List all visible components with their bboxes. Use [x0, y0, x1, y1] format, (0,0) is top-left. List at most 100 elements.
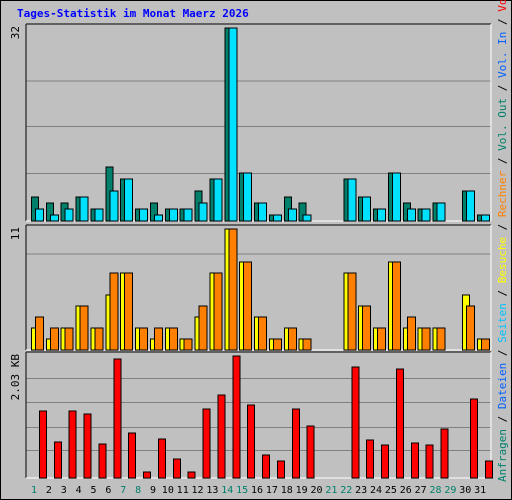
- x-tick-label-16: 16: [251, 485, 263, 496]
- bar-dateien-25: [391, 172, 401, 222]
- bar-dateien-6: [109, 190, 119, 222]
- x-tick-label-18: 18: [281, 485, 293, 496]
- x-tick-label-28: 28: [429, 485, 441, 496]
- bar-dateien-9: [153, 214, 163, 222]
- x-tick-label-5: 5: [90, 485, 96, 496]
- x-tick-label-20: 20: [311, 485, 323, 496]
- bar-rechner-2: [49, 327, 59, 351]
- bar-rechner-9: [153, 327, 163, 351]
- x-tick-label-10: 10: [162, 485, 174, 496]
- x-tick-label-9: 9: [150, 485, 156, 496]
- bar-dateien-24: [377, 208, 387, 222]
- bar-volume-17: [276, 460, 285, 479]
- chart-title: Tages-Statistik im Monat Maerz 2026: [17, 7, 249, 20]
- bar-rechner-8: [139, 327, 149, 351]
- bar-dateien-12: [198, 202, 208, 222]
- bar-dateien-27: [421, 208, 431, 222]
- bar-dateien-23: [362, 196, 372, 222]
- x-tick-label-22: 22: [340, 485, 352, 496]
- legend-seg-11: /: [496, 85, 509, 98]
- x-tick-label-14: 14: [221, 485, 233, 496]
- bar-volume-1: [39, 410, 47, 479]
- bar-rechner-30: [466, 305, 476, 351]
- bar-dateien-26: [406, 208, 416, 222]
- bar-rechner-1: [35, 316, 44, 351]
- legend-seg-14: Volumen: [496, 0, 509, 18]
- bar-dateien-4: [79, 196, 89, 222]
- x-tick-label-2: 2: [46, 485, 52, 496]
- bar-dateien-5: [94, 208, 104, 222]
- x-tick-label-17: 17: [266, 485, 278, 496]
- bar-dateien-16: [258, 202, 268, 222]
- bar-rechner-23: [362, 305, 372, 351]
- bar-volume-13: [217, 394, 226, 479]
- y-max-label-middle: 11: [9, 227, 22, 240]
- bar-rechner-27: [421, 327, 431, 351]
- bar-rechner-7: [124, 272, 134, 351]
- legend-seg-6: Besuche: [496, 237, 509, 290]
- x-tick-label-29: 29: [444, 485, 456, 496]
- bar-volume-12: [202, 408, 211, 479]
- x-tick-label-3: 3: [61, 485, 67, 496]
- right-legend: Anfragen / Dateien / Seiten / Besuche / …: [496, 0, 509, 482]
- bar-volume-26: [410, 442, 419, 479]
- bar-rechner-17: [272, 338, 282, 351]
- bar-dateien-10: [168, 208, 178, 222]
- bar-dateien-1: [35, 208, 44, 222]
- bar-rechner-15: [243, 261, 253, 351]
- bar-volume-25: [395, 368, 404, 479]
- bar-volume-2: [53, 441, 62, 479]
- bar-volume-4: [83, 413, 92, 479]
- bar-dateien-28: [436, 202, 446, 222]
- legend-seg-3: /: [496, 350, 509, 363]
- x-tick-label-21: 21: [325, 485, 337, 496]
- x-tick-label-6: 6: [105, 485, 111, 496]
- bar-dateien-31: [481, 214, 491, 222]
- legend-seg-4: Seiten: [496, 303, 509, 349]
- bar-volume-31: [485, 460, 494, 479]
- bar-rechner-5: [94, 327, 104, 351]
- bar-volume-6: [113, 358, 122, 479]
- x-tick-label-23: 23: [355, 485, 367, 496]
- bar-dateien-15: [243, 172, 253, 222]
- x-tick-label-7: 7: [120, 485, 126, 496]
- bar-volume-23: [366, 439, 375, 479]
- bar-rechner-4: [79, 305, 89, 351]
- bar-rechner-10: [168, 327, 178, 351]
- x-tick-label-11: 11: [177, 485, 189, 496]
- bar-rechner-3: [64, 327, 74, 351]
- bar-volume-8: [143, 471, 152, 479]
- x-tick-label-15: 15: [236, 485, 248, 496]
- bar-rechner-31: [481, 338, 491, 351]
- bar-rechner-12: [198, 305, 208, 351]
- bar-dateien-18: [287, 208, 297, 222]
- legend-seg-8: Rechner: [496, 170, 509, 223]
- bar-rechner-14: [228, 228, 238, 351]
- bar-volume-3: [68, 410, 77, 479]
- bar-volume-22: [351, 366, 360, 479]
- bar-dateien-11: [183, 208, 193, 222]
- legend-seg-12: Vol. In: [496, 32, 509, 85]
- plot-area-bottom: [26, 352, 491, 478]
- bar-volume-19: [306, 425, 315, 479]
- bar-rechner-19: [302, 338, 312, 351]
- bar-dateien-3: [64, 208, 74, 222]
- x-tick-label-30: 30: [459, 485, 471, 496]
- bar-rechner-16: [258, 316, 268, 351]
- bar-volume-5: [98, 443, 107, 479]
- x-tick-label-13: 13: [206, 485, 218, 496]
- x-tick-label-1: 1: [31, 485, 37, 496]
- bar-rechner-6: [109, 272, 119, 351]
- bar-rechner-11: [183, 338, 193, 351]
- legend-seg-0: Anfragen: [496, 429, 509, 482]
- legend-seg-2: Dateien: [496, 363, 509, 416]
- legend-seg-13: /: [496, 18, 509, 31]
- bar-dateien-17: [272, 214, 282, 222]
- bar-dateien-7: [124, 178, 134, 222]
- x-tick-label-4: 4: [76, 485, 82, 496]
- bar-rechner-13: [213, 272, 223, 351]
- bar-volume-15: [247, 404, 256, 479]
- y-max-label-top: 32: [9, 26, 22, 39]
- bar-dateien-30: [466, 190, 476, 222]
